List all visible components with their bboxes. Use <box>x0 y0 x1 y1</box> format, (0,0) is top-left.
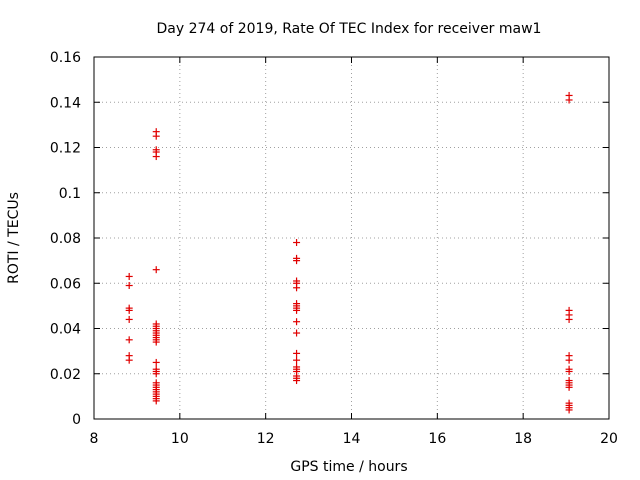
data-point <box>293 284 301 292</box>
data-point <box>293 306 301 314</box>
data-point <box>125 282 133 290</box>
data-point <box>152 153 160 161</box>
data-point <box>152 397 160 405</box>
plot-frame <box>93 56 610 420</box>
data-point <box>152 358 160 366</box>
data-point <box>293 239 301 247</box>
y-tick-label: 0.12 <box>50 141 81 157</box>
y-tick-label: 0.1 <box>59 186 81 202</box>
data-point <box>125 336 133 344</box>
data-point <box>565 406 573 414</box>
y-tick-label: 0.08 <box>50 231 81 247</box>
data-point <box>152 370 160 378</box>
x-tick-label: 8 <box>90 431 99 447</box>
data-point <box>293 329 301 337</box>
data-point <box>293 349 301 357</box>
data-point <box>565 383 573 391</box>
y-tick-label: 0.14 <box>50 95 81 111</box>
x-tick-label: 14 <box>343 431 361 447</box>
y-tick-labels: 0 0.02 0.04 0.06 0.08 0.1 0.12 0.14 0.16 <box>50 50 81 428</box>
data-point <box>125 272 133 280</box>
data-point <box>152 266 160 274</box>
y-tick-label: 0.16 <box>50 50 81 66</box>
y-tick-label: 0.02 <box>50 367 81 383</box>
data-point <box>565 96 573 104</box>
x-tick-label: 12 <box>257 431 275 447</box>
data-point <box>125 315 133 323</box>
data-point <box>293 257 301 265</box>
data-point <box>565 367 573 375</box>
y-tick-label: 0 <box>72 412 81 428</box>
y-tick-label: 0.04 <box>50 322 81 338</box>
x-tick-label: 20 <box>600 431 618 447</box>
data-point <box>125 306 133 314</box>
chart-title: Day 274 of 2019, Rate Of TEC Index for r… <box>157 21 542 37</box>
grid-lines <box>94 57 609 419</box>
data-point <box>565 356 573 364</box>
y-axis-title: ROTI / TECUs <box>6 192 22 284</box>
data-point <box>293 356 301 364</box>
x-tick-label: 10 <box>171 431 189 447</box>
data-points <box>125 91 573 414</box>
data-point <box>565 315 573 323</box>
y-tick-label: 0.06 <box>50 276 81 292</box>
data-point <box>125 356 133 364</box>
x-tick-labels: 8 10 12 14 16 18 20 <box>90 431 618 447</box>
x-tick-label: 16 <box>428 431 446 447</box>
data-point <box>152 132 160 140</box>
data-point <box>293 377 301 385</box>
data-point <box>152 338 160 346</box>
x-axis-title: GPS time / hours <box>290 459 407 475</box>
x-tick-label: 18 <box>514 431 532 447</box>
data-point <box>293 318 301 326</box>
